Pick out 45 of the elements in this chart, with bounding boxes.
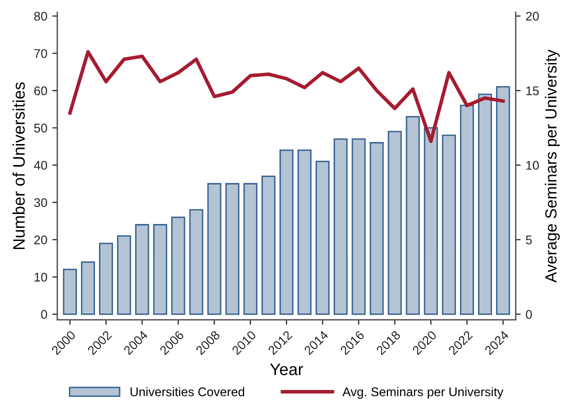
y-tick-label: 60 <box>34 86 48 96</box>
y-tick-label: 0 <box>41 310 48 319</box>
y-tick-label: 70 <box>34 49 48 58</box>
bar <box>153 224 168 315</box>
y-tick-label: 50 <box>34 124 48 132</box>
bar <box>243 183 258 315</box>
legend-label: Universities Covered <box>130 387 244 396</box>
y2-tick-label: 10 <box>526 160 539 170</box>
y-tick-label: 40 <box>34 160 48 170</box>
legend-label: Avg. Seminars per University <box>342 387 504 399</box>
bar <box>279 150 294 315</box>
y-tick-label: 30 <box>34 198 48 208</box>
bar <box>370 142 384 315</box>
y2-tick-label: 5 <box>526 236 532 244</box>
bar <box>316 160 330 315</box>
bar <box>80 261 95 315</box>
bar <box>225 183 240 315</box>
bar <box>171 216 186 315</box>
bar <box>99 242 114 315</box>
bar <box>496 86 510 315</box>
y2-tick-label: 20 <box>526 12 539 21</box>
y2-axis-title: Average Seminars per University <box>544 49 560 283</box>
bar <box>62 268 77 315</box>
bar <box>460 104 474 315</box>
y-axis-title: Number of Universities <box>12 82 25 249</box>
bar <box>117 235 132 315</box>
bar <box>334 138 348 315</box>
y2-tick-label: 15 <box>526 86 539 96</box>
bar <box>352 138 366 315</box>
bar <box>406 116 420 315</box>
y-tick-label: 10 <box>34 272 48 282</box>
x-axis-title: Year <box>270 364 304 376</box>
bar <box>261 176 276 315</box>
bar <box>478 94 492 315</box>
line-series <box>68 50 505 143</box>
bar <box>207 183 222 315</box>
bar <box>135 224 150 315</box>
bar <box>189 209 204 315</box>
bar <box>388 130 402 315</box>
bar <box>442 134 456 315</box>
y-tick-label: 80 <box>34 12 48 21</box>
y2-tick-label: 0 <box>526 310 532 319</box>
bar <box>298 150 312 315</box>
y-tick-label: 20 <box>34 235 48 244</box>
bar <box>424 127 438 315</box>
